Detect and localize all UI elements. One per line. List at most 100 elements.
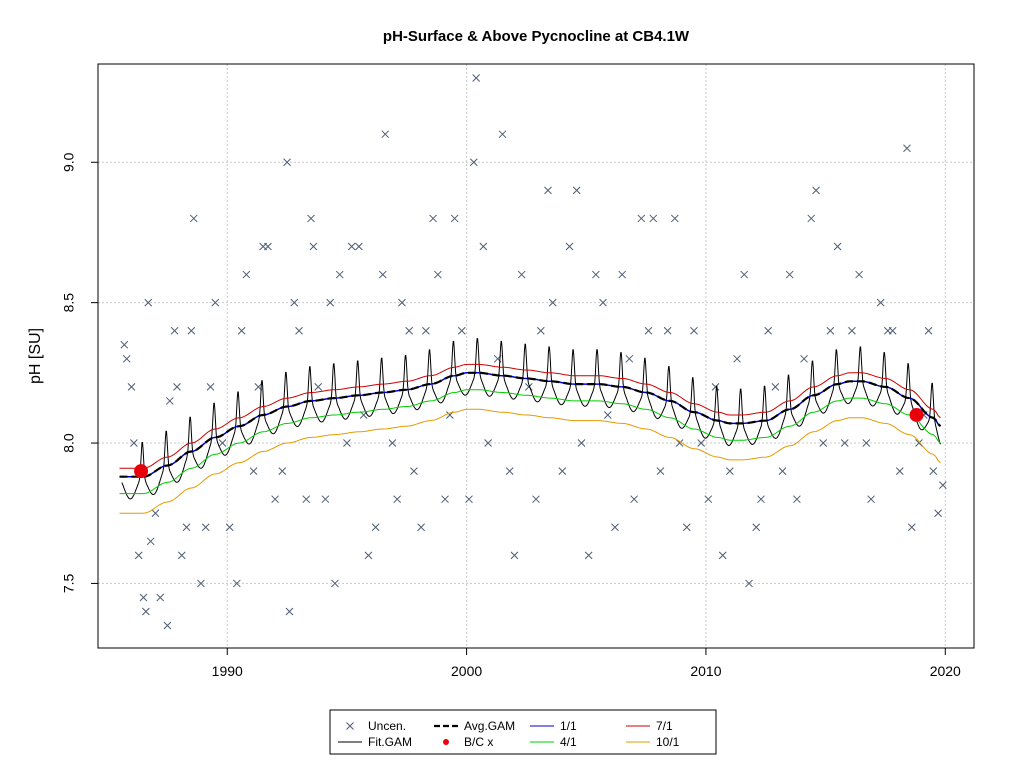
uncen-point [122, 354, 131, 363]
uncen-point [398, 298, 406, 307]
uncen-point [465, 495, 473, 504]
uncen-point [510, 551, 519, 560]
uncen-point [237, 326, 246, 335]
uncen-point [450, 214, 459, 223]
uncen-point [745, 579, 753, 588]
uncen-point [201, 523, 210, 532]
uncen-point [726, 467, 734, 475]
uncen-point [142, 607, 150, 616]
uncen-point [907, 523, 916, 532]
uncen-point [733, 354, 741, 363]
uncen-point [127, 383, 136, 391]
uncen-point [812, 186, 820, 195]
uncen-point [558, 467, 567, 475]
legend-label-bc: B/C x [464, 735, 493, 749]
uncen-point [718, 551, 727, 560]
uncen-point [603, 411, 612, 419]
legend: Uncen. Fit.GAM Avg.GAM B/C x 1/1 4/1 7/1 10/1 [329, 709, 717, 755]
uncen-point [388, 439, 397, 447]
uncen-point [479, 242, 488, 251]
uncen-point [833, 242, 842, 251]
avg-gam-line [119, 371, 942, 478]
uncen-point [800, 354, 808, 363]
y-axis: 7.5 8.0 8.5 9.0 [61, 152, 98, 593]
uncen-point [611, 523, 619, 532]
uncen-point [182, 523, 191, 532]
uncen-point [472, 74, 481, 82]
uncen-point [757, 495, 765, 504]
uncen-point [924, 326, 933, 335]
fit-gam-line [121, 338, 941, 500]
legend-label-fit: Fit.GAM [368, 735, 412, 749]
uncen-point [285, 607, 294, 616]
legend-label-p41: 4/1 [560, 735, 577, 749]
uncen-point [163, 621, 172, 630]
y-tick-label: 8.5 [61, 293, 77, 313]
uncen-point [876, 298, 885, 307]
bc-point [134, 464, 149, 479]
uncen-point [134, 551, 143, 560]
legend-marker-uncen [346, 722, 354, 730]
uncen-point [862, 439, 871, 447]
uncen-point [335, 270, 344, 279]
uncen-point [434, 270, 442, 279]
uncen-point [778, 467, 787, 475]
uncen-point [197, 579, 205, 588]
uncen-point [218, 439, 227, 447]
uncen-point [577, 439, 586, 447]
uncen-point [848, 326, 856, 335]
uncen-point [740, 270, 749, 279]
uncen-point [177, 551, 186, 560]
uncen-point [903, 144, 911, 153]
uncen-point [321, 495, 330, 504]
legend-label-p101: 10/1 [656, 735, 680, 749]
legend-label-p11: 1/1 [560, 719, 577, 733]
uncen-point [649, 214, 658, 223]
uncen-point [393, 495, 402, 504]
uncen-point [915, 439, 923, 447]
x-tick-label: 1990 [212, 663, 243, 679]
uncen-point [572, 186, 581, 195]
uncen-point [326, 298, 335, 307]
uncen-point [752, 523, 761, 532]
uncen-point [146, 537, 155, 546]
uncen-point [630, 495, 638, 504]
uncen-point [888, 326, 897, 335]
uncen-point [173, 383, 181, 391]
uncen-point [785, 270, 794, 279]
uncen-point [271, 495, 279, 504]
series-10-1-line [119, 408, 941, 514]
uncen-point [156, 593, 165, 602]
uncen-point [206, 383, 215, 391]
uncen-point [675, 439, 684, 447]
uncen-point [867, 495, 875, 504]
uncen-point [295, 326, 303, 335]
uncen-point [249, 467, 258, 475]
x-tick-label: 2010 [690, 663, 721, 679]
uncen-point [840, 439, 849, 447]
uncen-point [314, 383, 323, 391]
uncen-point [211, 298, 220, 307]
uncen-point [381, 130, 390, 139]
uncen-point [934, 509, 942, 518]
legend-label-p71: 7/1 [656, 719, 673, 733]
uncen-point [242, 270, 251, 279]
uncen-point [417, 523, 425, 532]
uncen-point [697, 439, 706, 447]
x-tick-label: 2020 [930, 663, 961, 679]
uncen-point [939, 481, 947, 490]
uncen-point [532, 495, 540, 504]
uncen-point [771, 383, 780, 391]
y-tick-label: 8.0 [61, 433, 77, 453]
uncen-point [670, 214, 679, 223]
uncen-point [170, 326, 179, 335]
uncen-point [283, 158, 291, 167]
uncen-point [457, 326, 466, 335]
uncen-point [618, 270, 627, 279]
uncen-point [855, 270, 863, 279]
uncen-point [187, 326, 196, 335]
uncen-point [165, 397, 174, 405]
uncen-point [807, 214, 816, 223]
uncen-point [189, 214, 198, 223]
uncen-point [704, 495, 713, 504]
